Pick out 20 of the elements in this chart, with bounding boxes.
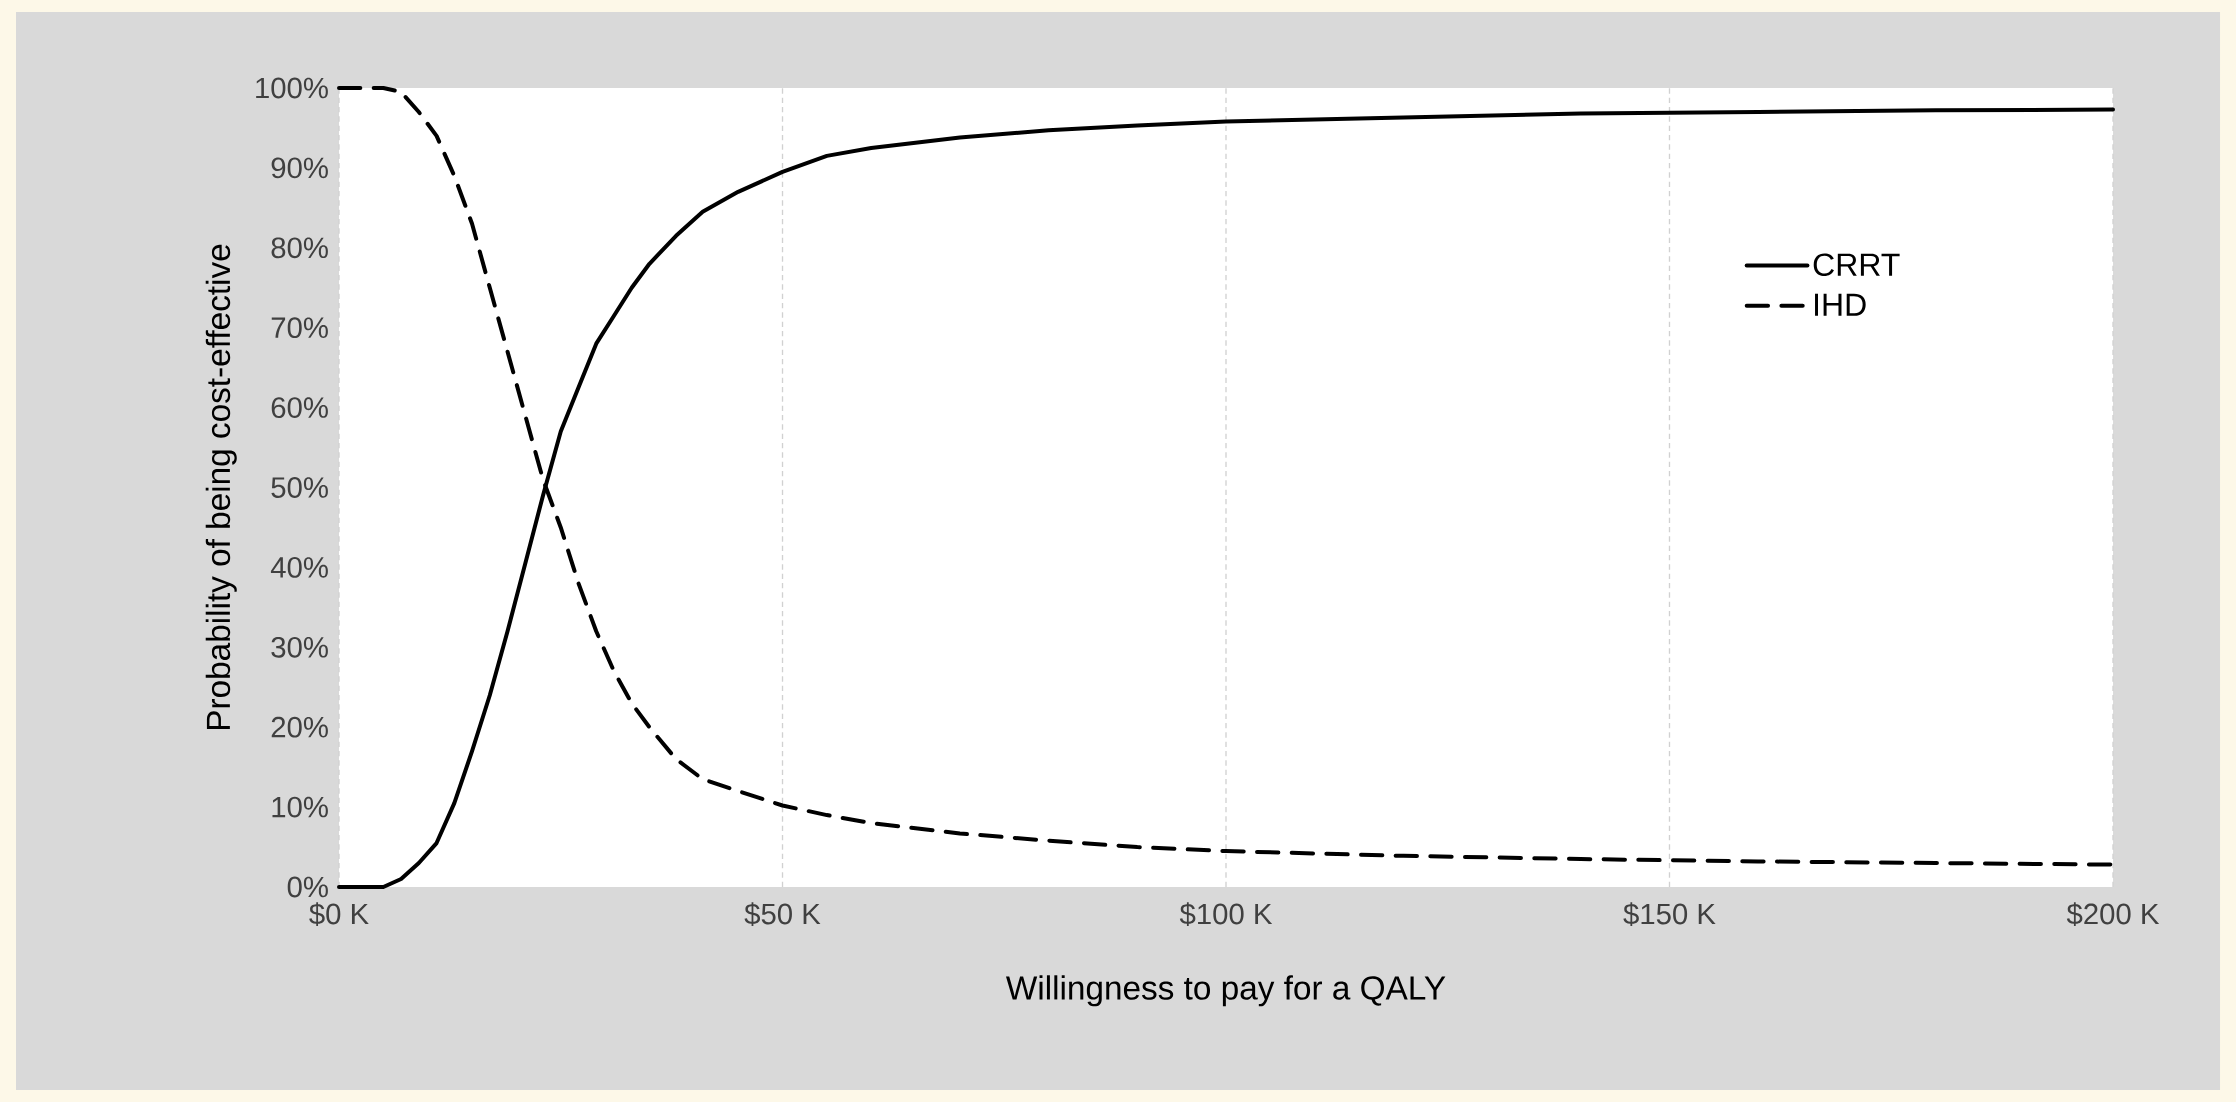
y-tick-label: 100% [256,77,328,99]
y-tick-label: 80% [271,237,328,259]
y-tick-label: 60% [271,397,328,418]
x-axis-title: Willingness to pay for a QALY [1005,975,1446,1007]
y-axis-title: Probability of being cost-effective [205,244,237,730]
y-tick-label: 50% [271,477,328,498]
x-tick-label: $150 K [1623,902,1716,927]
y-tick-label: 70% [271,317,328,339]
legend-label: IHD [1815,293,1866,316]
y-tick-label: 10% [272,796,328,818]
y-tick-label: 20% [271,716,328,738]
y-tick-label: 0% [287,876,328,898]
y-tick-label: 40% [270,557,328,578]
legend-label: CRRT [1813,253,1900,277]
y-tick-label: 90% [271,157,328,179]
x-tick-label: $50 K [744,902,821,927]
x-tick-label: $100 K [1179,902,1273,927]
x-tick-label: $0 K [309,902,369,927]
y-tick-label: 30% [271,636,328,658]
x-tick-label: $200 K [2066,902,2160,927]
